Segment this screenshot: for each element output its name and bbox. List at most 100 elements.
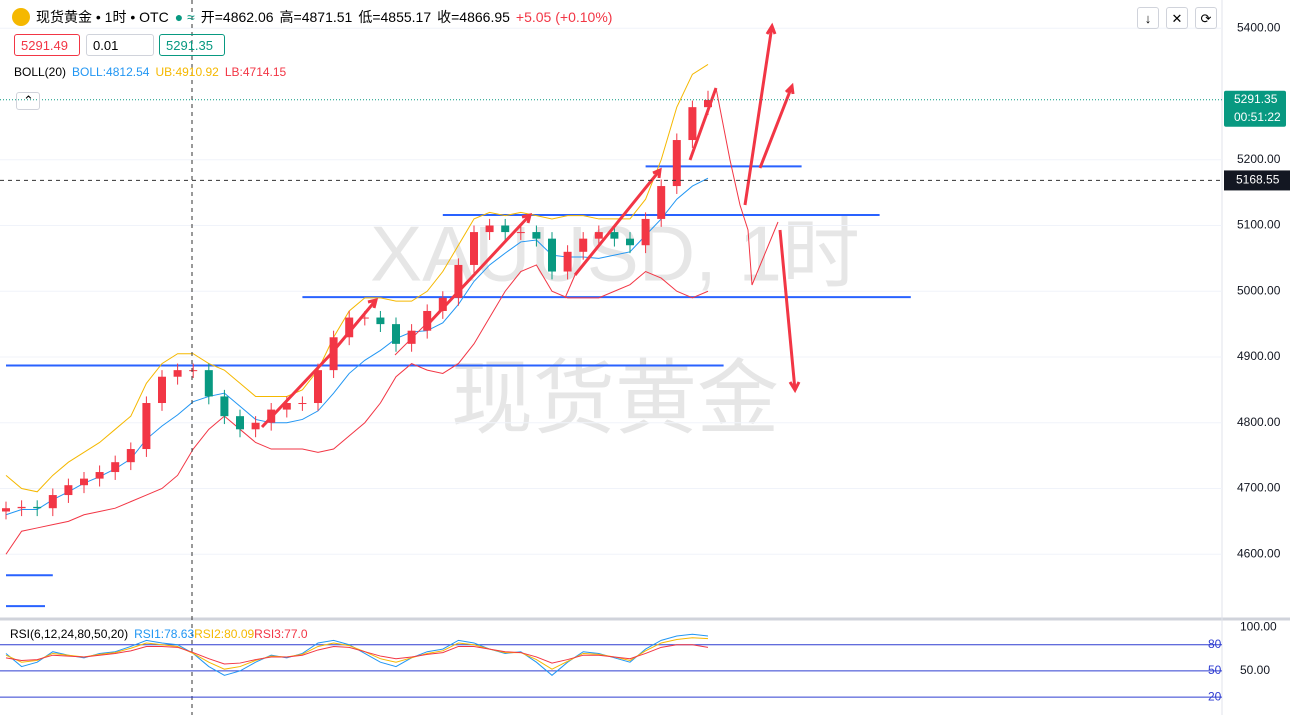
- collapse[interactable]: ⌃: [16, 92, 40, 110]
- boll-line: [5, 264, 709, 555]
- watermark: 现货黄金: [451, 354, 779, 445]
- btn-down[interactable]: ↓: [1137, 7, 1159, 29]
- rsi-tick-label: 100.00: [1240, 619, 1277, 633]
- ind-value: UB:4910.92: [155, 65, 219, 79]
- candle-body: [220, 396, 229, 417]
- candle-body: [438, 297, 447, 311]
- candle-body: [594, 232, 603, 239]
- qty-input[interactable]: 0.01: [86, 34, 154, 56]
- candle-body: [563, 251, 572, 272]
- y-tick-label: 4900.00: [1237, 349, 1281, 363]
- candle-body: [516, 232, 525, 234]
- countdown: 00:51:22: [1234, 110, 1281, 124]
- candle-body: [376, 317, 385, 325]
- candle-body: [173, 370, 182, 377]
- cursor-label: 5168.55: [1236, 173, 1280, 187]
- rsi-series-name: RSI2:80.09: [194, 627, 255, 641]
- candle-body: [610, 232, 619, 239]
- candle-body: [33, 506, 42, 509]
- btn-close[interactable]: ✕: [1166, 7, 1188, 29]
- buy-button[interactable]: 5291.35: [159, 34, 225, 56]
- sell-button[interactable]: 5291.49: [14, 34, 80, 56]
- ind-name: BOLL(20): [14, 65, 67, 79]
- candle-body: [657, 186, 666, 219]
- rsi-level-label: 80: [1208, 637, 1222, 651]
- candle-body: [329, 337, 338, 371]
- y-tick-label: 5400.00: [1237, 20, 1281, 34]
- candle-body: [189, 370, 198, 372]
- candle-body: [626, 238, 634, 246]
- rsi-line: [5, 644, 709, 665]
- candle-body: [314, 370, 322, 404]
- symbol-icon: [12, 8, 30, 26]
- plot: [0, 27, 1222, 608]
- candle-body: [485, 225, 494, 233]
- candle-body: [345, 317, 354, 338]
- rsi-legend: RSI(6,12,24,80,50,20) RSI1:78.63RSI2:80.0…: [10, 627, 308, 641]
- candle-body: [298, 403, 307, 405]
- boll-line: [5, 177, 709, 516]
- y-tick-label: 5200.00: [1237, 152, 1281, 166]
- y-tick-label: 5100.00: [1237, 218, 1281, 232]
- candle-body: [641, 218, 650, 246]
- y-tick-label: 4700.00: [1237, 481, 1281, 495]
- candle-body: [236, 416, 244, 430]
- ohlc: 高=4871.51: [279, 9, 353, 25]
- candle-body: [204, 370, 213, 397]
- candle-body: [158, 376, 166, 404]
- rsi-series-name: RSI1:78.63: [134, 627, 195, 641]
- candle-body: [392, 324, 400, 344]
- rsi-level-label: 20: [1208, 689, 1222, 703]
- header: 现货黄金 • 1时 • OTC ● ≈ 开=4862.06 高=4871.51 低=…: [12, 7, 612, 27]
- symbol[interactable]: 现货黄金 • 1时 • OTC: [36, 9, 169, 25]
- arrows-thin: [394, 87, 779, 356]
- candle-body: [501, 225, 510, 233]
- candle-body: [282, 403, 291, 410]
- candle-body: [532, 232, 541, 239]
- candle-body: [111, 462, 120, 473]
- candle-body: [80, 478, 88, 486]
- candle-body: [360, 317, 369, 319]
- candle-body: [470, 232, 478, 265]
- candle-body: [2, 508, 10, 512]
- candle-body: [423, 310, 432, 331]
- rsi-name: RSI(6,12,24,80,50,20): [10, 627, 129, 641]
- change: +5.05 (+0.10%): [515, 9, 613, 25]
- rsi-tick-label: 50.00: [1240, 663, 1270, 677]
- last-price-label: 5291.35: [1234, 92, 1278, 106]
- ohlc: 开=4862.06: [200, 9, 274, 25]
- arrows: [260, 22, 801, 429]
- boll-line: [5, 64, 709, 493]
- ind-value: BOLL:4812.54: [72, 65, 150, 79]
- ind-value: LB:4714.15: [224, 65, 287, 79]
- y-tick-label: 4800.00: [1237, 415, 1281, 429]
- rsi-level-label: 50: [1208, 663, 1222, 677]
- candle-body: [142, 403, 151, 450]
- candle-body: [672, 140, 681, 187]
- rsi-line: [5, 637, 709, 670]
- candle-body: [688, 107, 697, 141]
- ohlc: 收=4866.95: [437, 9, 510, 25]
- candle-body: [454, 264, 463, 298]
- status: ● ≈: [174, 9, 195, 25]
- rsi-series-name: RSI3:77.0: [254, 627, 308, 641]
- candle-body: [17, 506, 26, 509]
- y-tick-label: 4600.00: [1237, 546, 1281, 560]
- candle-body: [251, 422, 260, 430]
- candle-body: [48, 495, 57, 509]
- btn-expand[interactable]: ⟳: [1195, 7, 1217, 29]
- candle-body: [579, 238, 588, 252]
- candle-body: [126, 449, 135, 463]
- candle-body: [64, 485, 73, 496]
- cursor-tag: [1224, 170, 1290, 191]
- last-price-tag: [1224, 90, 1286, 127]
- candle-body: [95, 472, 104, 479]
- ohlc: 低=4855.17: [358, 9, 432, 25]
- indicator-legend: BOLL(20) BOLL:4812.54 UB:4910.92 LB:4714.15: [14, 65, 286, 79]
- candle-body: [548, 238, 556, 272]
- y-tick-label: 5000.00: [1237, 283, 1281, 297]
- candle-body: [704, 99, 712, 108]
- candle-body: [407, 330, 416, 344]
